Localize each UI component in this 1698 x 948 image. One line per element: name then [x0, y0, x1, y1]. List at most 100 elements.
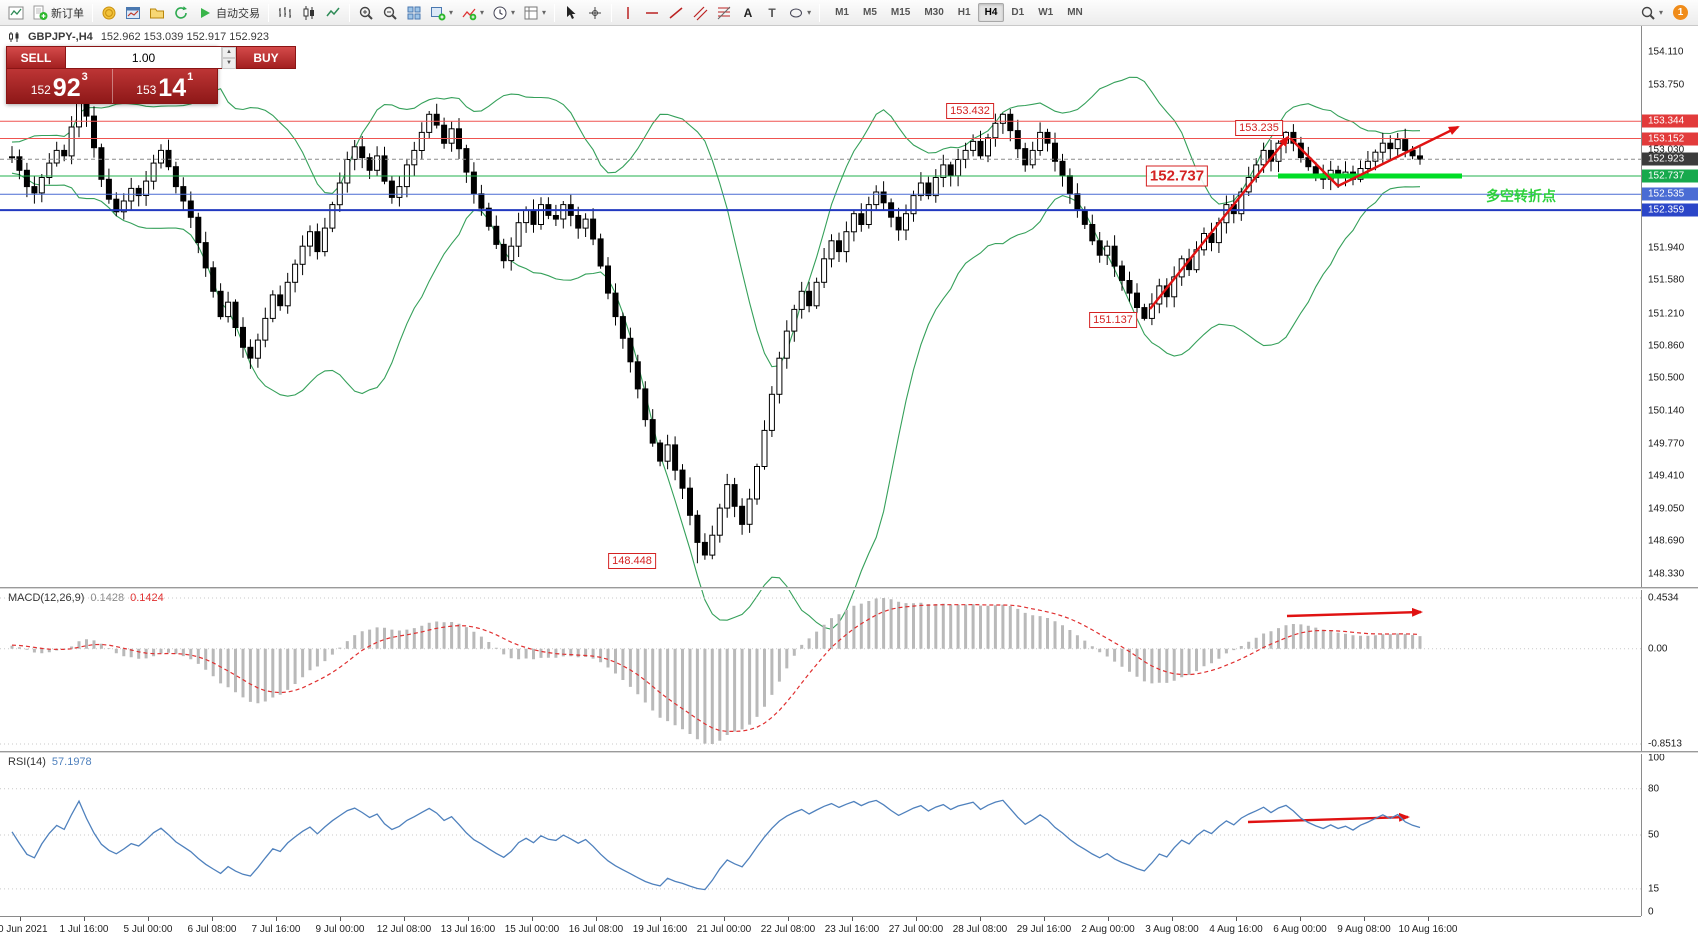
search-button[interactable]: ▾ — [1636, 2, 1667, 24]
chart-bars-button[interactable] — [273, 2, 297, 24]
app-chart-icon — [8, 6, 24, 19]
buy-price[interactable]: 153 14 1 — [113, 69, 218, 103]
funds-button[interactable] — [97, 2, 121, 24]
time-axis-label: 28 Jul 08:00 — [952, 924, 1008, 935]
price-badge: 152.923 — [1642, 152, 1698, 166]
timeframe-button-d1[interactable]: D1 — [1011, 7, 1025, 18]
auto-trading-button[interactable]: 自动交易 — [193, 2, 264, 24]
price-label-annotation[interactable]: 148.448 — [608, 553, 656, 569]
price-badge: 152.737 — [1642, 169, 1698, 183]
time-axis-label: 1 Jul 16:00 — [59, 924, 109, 935]
time-axis-tick — [916, 917, 917, 921]
timeframe-button-m5[interactable]: M5 — [862, 7, 877, 18]
text-button[interactable]: A — [736, 2, 760, 24]
time-axis-label: 22 Jul 08:00 — [760, 924, 816, 935]
rsi-name: RSI(14) — [8, 756, 46, 768]
panel-separator[interactable] — [0, 587, 1698, 590]
channel-button[interactable] — [688, 2, 712, 24]
price-scale[interactable]: 154.110 153.750 153.030 151.940 151.580 151.2… — [1641, 26, 1698, 918]
timeframe-button-h1[interactable]: H1 — [957, 7, 971, 18]
timeframe-button-mn[interactable]: MN — [1067, 7, 1083, 18]
periods-button[interactable]: ▾ — [488, 2, 519, 24]
notification-badge[interactable]: 1 — [1673, 5, 1688, 20]
time-axis-tick — [1428, 917, 1429, 921]
macd-scale-tick: 0.00 — [1648, 643, 1668, 655]
trendline-icon — [669, 6, 683, 19]
timeframe-button-m1[interactable]: M1 — [835, 7, 849, 18]
sell-price[interactable]: 152 92 3 — [7, 69, 112, 103]
chart-candles-button[interactable] — [297, 2, 321, 24]
label-button[interactable]: T — [760, 2, 784, 24]
zoom-in-button[interactable] — [354, 2, 378, 24]
price-label-annotation[interactable]: 151.137 — [1089, 312, 1137, 328]
panel-separator[interactable] — [0, 751, 1698, 754]
price-label-annotation[interactable]: 153.235 — [1235, 120, 1283, 136]
time-axis-tick — [1300, 917, 1301, 921]
toolbar-separator — [554, 3, 556, 22]
price-scale-tick: 151.940 — [1648, 242, 1685, 254]
chart-window-button[interactable] — [121, 2, 145, 24]
macd-value-main: 0.1428 — [90, 592, 125, 604]
refresh-button[interactable] — [169, 2, 193, 24]
time-axis-label: 23 Jul 16:00 — [824, 924, 880, 935]
candlestick-icon — [303, 5, 314, 20]
timeframe-button-w1[interactable]: W1 — [1038, 7, 1054, 18]
time-axis-label: 4 Aug 16:00 — [1209, 924, 1263, 935]
volume-input[interactable] — [66, 47, 221, 68]
chevron-down-icon: ▾ — [480, 8, 485, 17]
timeframe-button-m30[interactable]: M30 — [924, 7, 944, 18]
channel-icon — [693, 6, 708, 20]
trendline-button[interactable] — [664, 2, 688, 24]
price-label-annotation[interactable]: 152.737 — [1145, 165, 1209, 187]
volume-up-button[interactable]: ▲ — [222, 47, 236, 58]
new-order-button[interactable]: 新订单 — [28, 2, 88, 24]
vertical-line-button[interactable] — [616, 2, 640, 24]
timeframe-button-h4[interactable]: H4 — [977, 3, 1005, 22]
cursor-icon — [567, 5, 576, 19]
indicators-button[interactable]: ▾ — [457, 2, 488, 24]
label-icon: T — [768, 6, 776, 20]
shapes-button[interactable]: ▾ — [784, 2, 815, 24]
auto-trading-play-icon — [201, 7, 210, 18]
rsi-scale-tick: 0 — [1648, 906, 1654, 918]
shapes-icon — [790, 8, 803, 17]
zoom-out-button[interactable] — [378, 2, 402, 24]
templates-button[interactable]: ▾ — [519, 2, 550, 24]
horizontal-line-button[interactable] — [640, 2, 664, 24]
price-scale-tick: 150.140 — [1648, 405, 1685, 417]
time-axis-label: 15 Jul 00:00 — [504, 924, 560, 935]
crosshair-button[interactable] — [583, 2, 607, 24]
profiles-button[interactable] — [145, 2, 169, 24]
macd-value-signal: 0.1424 — [130, 592, 164, 604]
time-axis-label: 16 Jul 08:00 — [568, 924, 624, 935]
time-axis-tick — [276, 917, 277, 921]
time-axis-label: 9 Aug 08:00 — [1337, 924, 1391, 935]
price-scale-tick: 149.050 — [1648, 503, 1685, 515]
new-chart-button[interactable]: ▾ — [426, 2, 457, 24]
time-axis-tick — [1364, 917, 1365, 921]
sell-button[interactable]: SELL — [6, 46, 66, 69]
rsi-value: 57.1978 — [51, 756, 92, 768]
time-axis-tick — [724, 917, 725, 921]
time-axis[interactable]: 30 Jun 2021 1 Jul 16:00 5 Jul 00:00 6 Jul 0… — [0, 916, 1641, 948]
volume-down-button[interactable]: ▼ — [222, 58, 236, 69]
time-axis-label: 12 Jul 08:00 — [376, 924, 432, 935]
new-chart-icon — [431, 6, 446, 20]
time-axis-label: 6 Aug 00:00 — [1273, 924, 1327, 935]
fibonacci-button[interactable] — [712, 2, 736, 24]
tile-windows-button[interactable] — [402, 2, 426, 24]
time-axis-label: 5 Jul 00:00 — [123, 924, 173, 935]
volume-field: ▲ ▼ — [66, 46, 236, 69]
chevron-down-icon: ▾ — [511, 8, 516, 17]
timeframe-button-m15[interactable]: M15 — [890, 7, 911, 18]
cursor-button[interactable] — [559, 2, 583, 24]
time-axis-label: 21 Jul 00:00 — [696, 924, 752, 935]
chart-line-button[interactable] — [321, 2, 345, 24]
app-chart-button[interactable] — [4, 2, 28, 24]
price-label-annotation[interactable]: 153.432 — [946, 103, 994, 119]
buy-button[interactable]: BUY — [236, 46, 296, 69]
buy-price-big: 14 — [158, 74, 187, 102]
time-axis-label: 2 Aug 00:00 — [1081, 924, 1135, 935]
text-annotation[interactable]: 多空转折点 — [1486, 188, 1556, 204]
